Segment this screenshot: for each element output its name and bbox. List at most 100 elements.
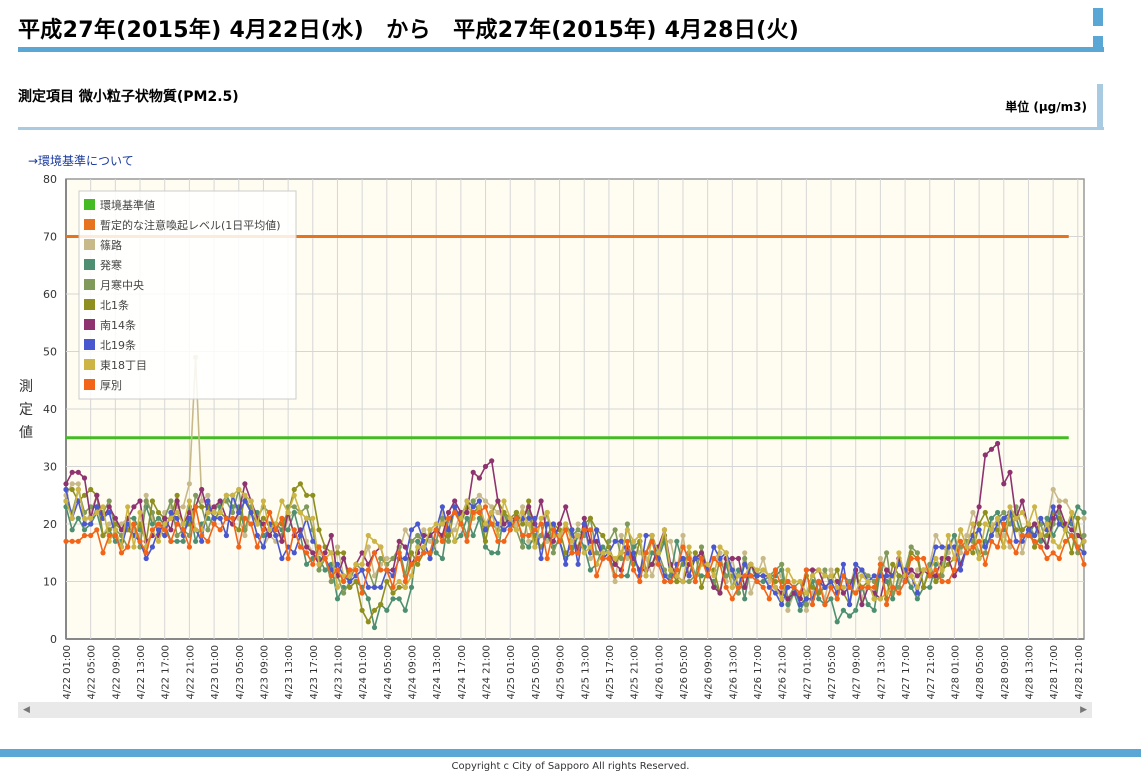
data-point: [131, 515, 137, 521]
data-point: [291, 550, 297, 556]
data-point: [674, 578, 680, 585]
data-point: [322, 550, 328, 556]
data-point: [853, 561, 859, 567]
data-point: [606, 550, 612, 556]
data-point: [347, 573, 353, 579]
data-point: [600, 550, 606, 556]
data-point: [328, 578, 334, 585]
data-point: [230, 515, 236, 521]
data-point: [476, 498, 482, 504]
data-point: [606, 544, 612, 550]
data-point: [668, 578, 674, 585]
data-point: [273, 532, 279, 539]
data-point: [254, 521, 260, 527]
y-tick-label: 70: [43, 231, 57, 244]
data-point: [933, 532, 939, 539]
data-point: [359, 607, 365, 613]
data-point: [211, 521, 217, 527]
data-point: [155, 515, 162, 521]
x-tick-label: 4/22 13:00: [136, 645, 147, 699]
data-point: [353, 561, 359, 567]
data-point: [624, 538, 631, 544]
data-point: [316, 567, 322, 573]
data-point: [236, 509, 242, 516]
data-point: [125, 504, 131, 510]
data-point: [520, 509, 526, 516]
data-point: [285, 509, 291, 516]
data-point: [865, 584, 871, 590]
data-point: [408, 550, 415, 556]
data-point: [242, 527, 248, 533]
data-point: [452, 527, 458, 533]
measurement-item-label: 測定項目 微小粒子状物質(PM2.5): [18, 89, 239, 105]
x-tick-label: 4/28 01:00: [950, 645, 961, 699]
data-point: [698, 550, 705, 556]
data-point: [785, 578, 791, 585]
data-point: [674, 538, 680, 544]
data-point: [1081, 509, 1087, 516]
data-point: [655, 561, 661, 567]
data-point: [976, 555, 982, 562]
data-point: [507, 527, 513, 533]
scroll-left-icon[interactable]: ◀: [23, 705, 30, 715]
y-axis-label: 値: [19, 425, 33, 441]
data-point: [94, 527, 100, 533]
data-point: [63, 498, 69, 504]
data-point: [624, 555, 631, 562]
data-point: [816, 567, 822, 573]
scroll-right-icon[interactable]: ▶: [1080, 705, 1087, 715]
data-point: [470, 532, 476, 539]
data-point: [563, 504, 569, 510]
data-point: [162, 532, 168, 539]
data-point: [402, 544, 408, 550]
data-point: [408, 527, 415, 533]
data-point: [1001, 509, 1007, 516]
data-point: [914, 590, 921, 596]
data-point: [1038, 544, 1044, 550]
data-point: [242, 498, 248, 504]
data-point: [439, 504, 445, 510]
data-point: [347, 567, 353, 573]
data-point: [476, 509, 482, 516]
series-line: [65, 489, 1085, 607]
data-point: [600, 544, 606, 550]
data-point: [495, 550, 501, 556]
data-point: [914, 573, 921, 579]
data-point: [772, 567, 779, 573]
data-point: [624, 573, 631, 579]
data-point: [742, 596, 748, 602]
y-tick-label: 10: [43, 576, 57, 589]
data-point: [865, 578, 871, 585]
data-point: [791, 584, 797, 590]
data-point: [914, 555, 921, 562]
data-point: [291, 509, 297, 516]
data-point: [118, 521, 125, 527]
data-point: [137, 538, 143, 544]
data-point: [982, 561, 988, 567]
data-point: [365, 567, 371, 573]
data-point: [470, 498, 476, 504]
data-point: [803, 590, 810, 596]
title-corner-bar-lower: [1093, 36, 1103, 52]
data-point: [1038, 538, 1044, 544]
data-point: [1075, 544, 1081, 550]
data-point: [458, 532, 464, 539]
environment-standard-link[interactable]: →環境基準について: [28, 154, 134, 168]
data-point: [199, 498, 205, 504]
data-point: [155, 527, 162, 533]
data-point: [88, 521, 94, 527]
data-point: [680, 578, 686, 585]
data-point: [304, 515, 310, 521]
data-point: [1032, 532, 1038, 539]
chart-horizontal-scrollbar[interactable]: ◀ ▶: [18, 702, 1092, 718]
data-point: [359, 561, 365, 567]
data-point: [1001, 544, 1007, 550]
data-point: [1081, 561, 1087, 567]
data-point: [976, 538, 982, 544]
data-point: [248, 498, 254, 504]
data-point: [279, 515, 285, 521]
data-point: [939, 567, 945, 573]
data-point: [933, 567, 939, 573]
data-point: [174, 498, 180, 504]
data-point: [445, 527, 452, 533]
